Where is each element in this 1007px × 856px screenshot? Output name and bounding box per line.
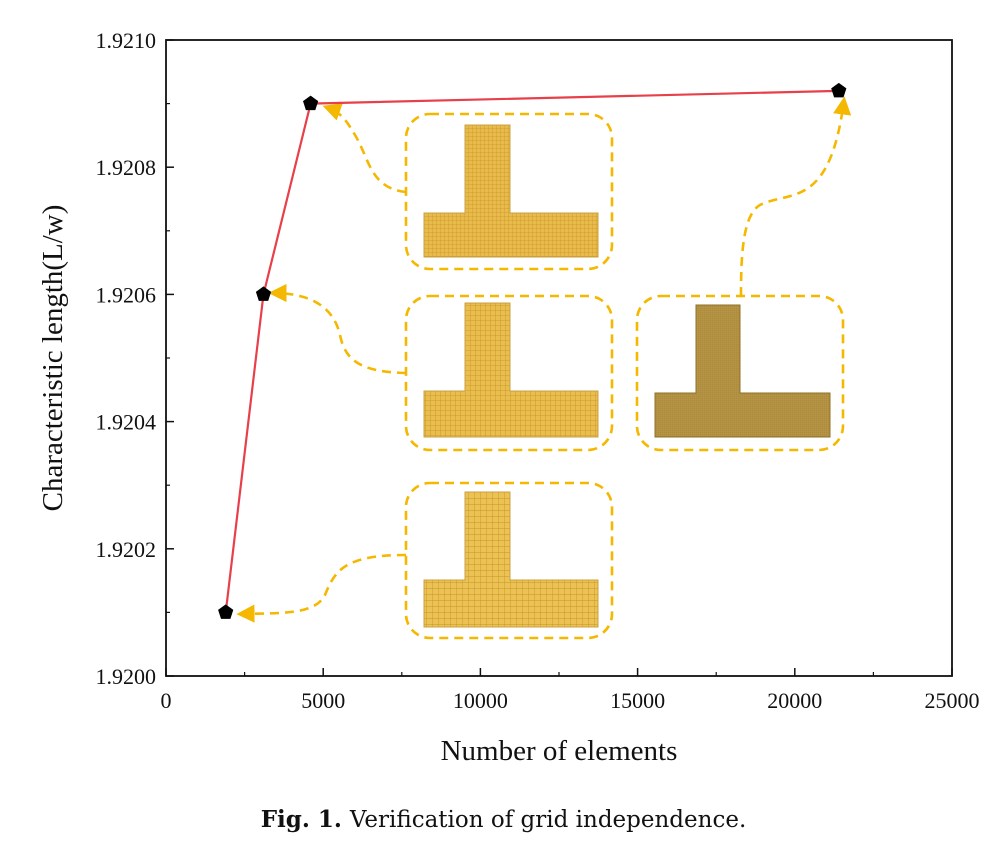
y-axis: 1.9200 1.9202 1.9204 1.9206 1.9208 1.9210	[96, 28, 174, 689]
chart: 0 5000 10000 15000 20000 25000 1.92001.92021.…	[37, 28, 980, 767]
y-tick-label: 1.9210	[96, 28, 157, 53]
y-tick-label: 1.9206	[96, 282, 157, 307]
x-axis: 0 5000 10000 15000 20000 25000	[161, 668, 980, 713]
y-axis-title: Characteristic length(L/w)	[37, 205, 69, 512]
y-tick-label: 1.9200	[96, 664, 157, 689]
y-tick-label: 1.9204	[96, 410, 157, 435]
callout-arrows	[236, 96, 852, 623]
x-tick-label: 25000	[925, 688, 980, 713]
x-tick-label: 10000	[453, 688, 508, 713]
data-point	[303, 95, 319, 111]
caption-text: Verification of grid independence.	[349, 807, 747, 833]
mesh-inset-4600	[404, 112, 614, 271]
y-tick-label: 1.9202	[96, 537, 157, 562]
data-point	[218, 604, 234, 619]
x-tick-label: 15000	[610, 688, 665, 713]
figure-caption: Fig. 1. Verification of grid independence…	[0, 806, 1007, 833]
x-tick-label: 5000	[301, 688, 345, 713]
mesh-inset-21400	[635, 294, 845, 452]
series-line	[224, 89, 839, 613]
x-tick-label: 0	[161, 688, 172, 713]
x-axis-title: Number of elements	[441, 735, 678, 767]
data-point	[831, 82, 847, 98]
mesh-inset-3100	[404, 294, 614, 452]
x-tick-label: 20000	[767, 688, 822, 713]
caption-label: Fig. 1.	[260, 806, 342, 833]
data-point	[255, 286, 272, 301]
y-tick-label: 1.9208	[96, 155, 157, 180]
mesh-inset-1900	[404, 481, 614, 640]
series-markers	[218, 82, 847, 619]
